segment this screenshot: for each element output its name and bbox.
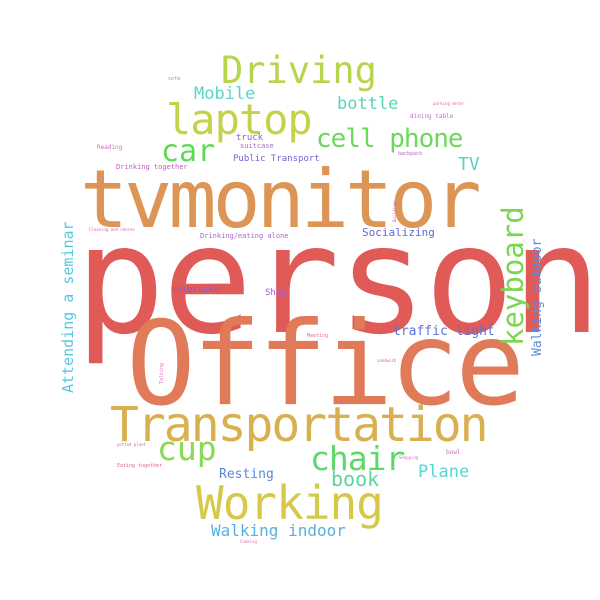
word-person: person [75, 194, 600, 368]
word-book: book [331, 467, 380, 491]
word-office: Office [126, 297, 525, 432]
word-public-transport: Public Transport [233, 154, 320, 164]
word-eating-together: Eating together [117, 463, 163, 469]
word-plane: Plane [418, 462, 470, 482]
word-reading: Reading [97, 144, 123, 151]
word-socializing: Socializing [362, 226, 435, 239]
word-laptop: laptop [166, 95, 313, 144]
word-sandwich: sandwich [377, 358, 397, 363]
word-truck: truck [236, 133, 264, 143]
word-dining-table: dining table [410, 113, 454, 120]
word-bowl: bowl [446, 449, 461, 456]
word-sofa: sofa [168, 76, 181, 82]
word-shopping: Shopping [399, 455, 419, 460]
word-keyboard: keyboard [496, 206, 530, 346]
word-cup: cup [157, 429, 217, 468]
word-cleaning-and-chores: Cleaning and chores [89, 227, 135, 232]
word-parking-meter: parking meter [433, 101, 465, 106]
word-driving: Driving [221, 49, 377, 92]
word-chair: chair [310, 439, 405, 478]
word-talking: Talking [159, 362, 165, 384]
word-working: Working [196, 476, 384, 530]
word-potted-plant: potted plant [117, 442, 146, 447]
word-mobile: Mobile [194, 84, 256, 104]
word-cell-phone: cell phone [316, 124, 464, 154]
word-buildings: Buildings [392, 200, 397, 222]
word-drinking-eating-alone: Drinking/eating alone [200, 232, 289, 240]
word-attending-a-seminar: Attending a seminar [59, 221, 77, 393]
word-suitcase: suitcase [240, 142, 274, 150]
word-car: car [161, 134, 216, 169]
word-tv: TV [458, 154, 480, 175]
word-cooking: Cooking [240, 539, 257, 544]
word-transportation: Transportation [110, 397, 489, 453]
word-shop: Shop [265, 288, 287, 298]
word-walking-outdoor: Walking outdoor [530, 238, 545, 356]
word-meeting: Meeting [307, 333, 329, 339]
word-tvmonitor: tvmonitor [80, 153, 481, 246]
word-drinking-together: Drinking together [116, 163, 188, 171]
word-motorbike: motorbike [171, 285, 220, 295]
word-bottle: bottle [337, 94, 399, 114]
word-backpack: backpack [398, 151, 423, 157]
word-walking-indoor: Walking indoor [211, 521, 346, 540]
word-resting: Resting [219, 467, 274, 482]
word-traffic-light: traffic light [393, 324, 495, 339]
